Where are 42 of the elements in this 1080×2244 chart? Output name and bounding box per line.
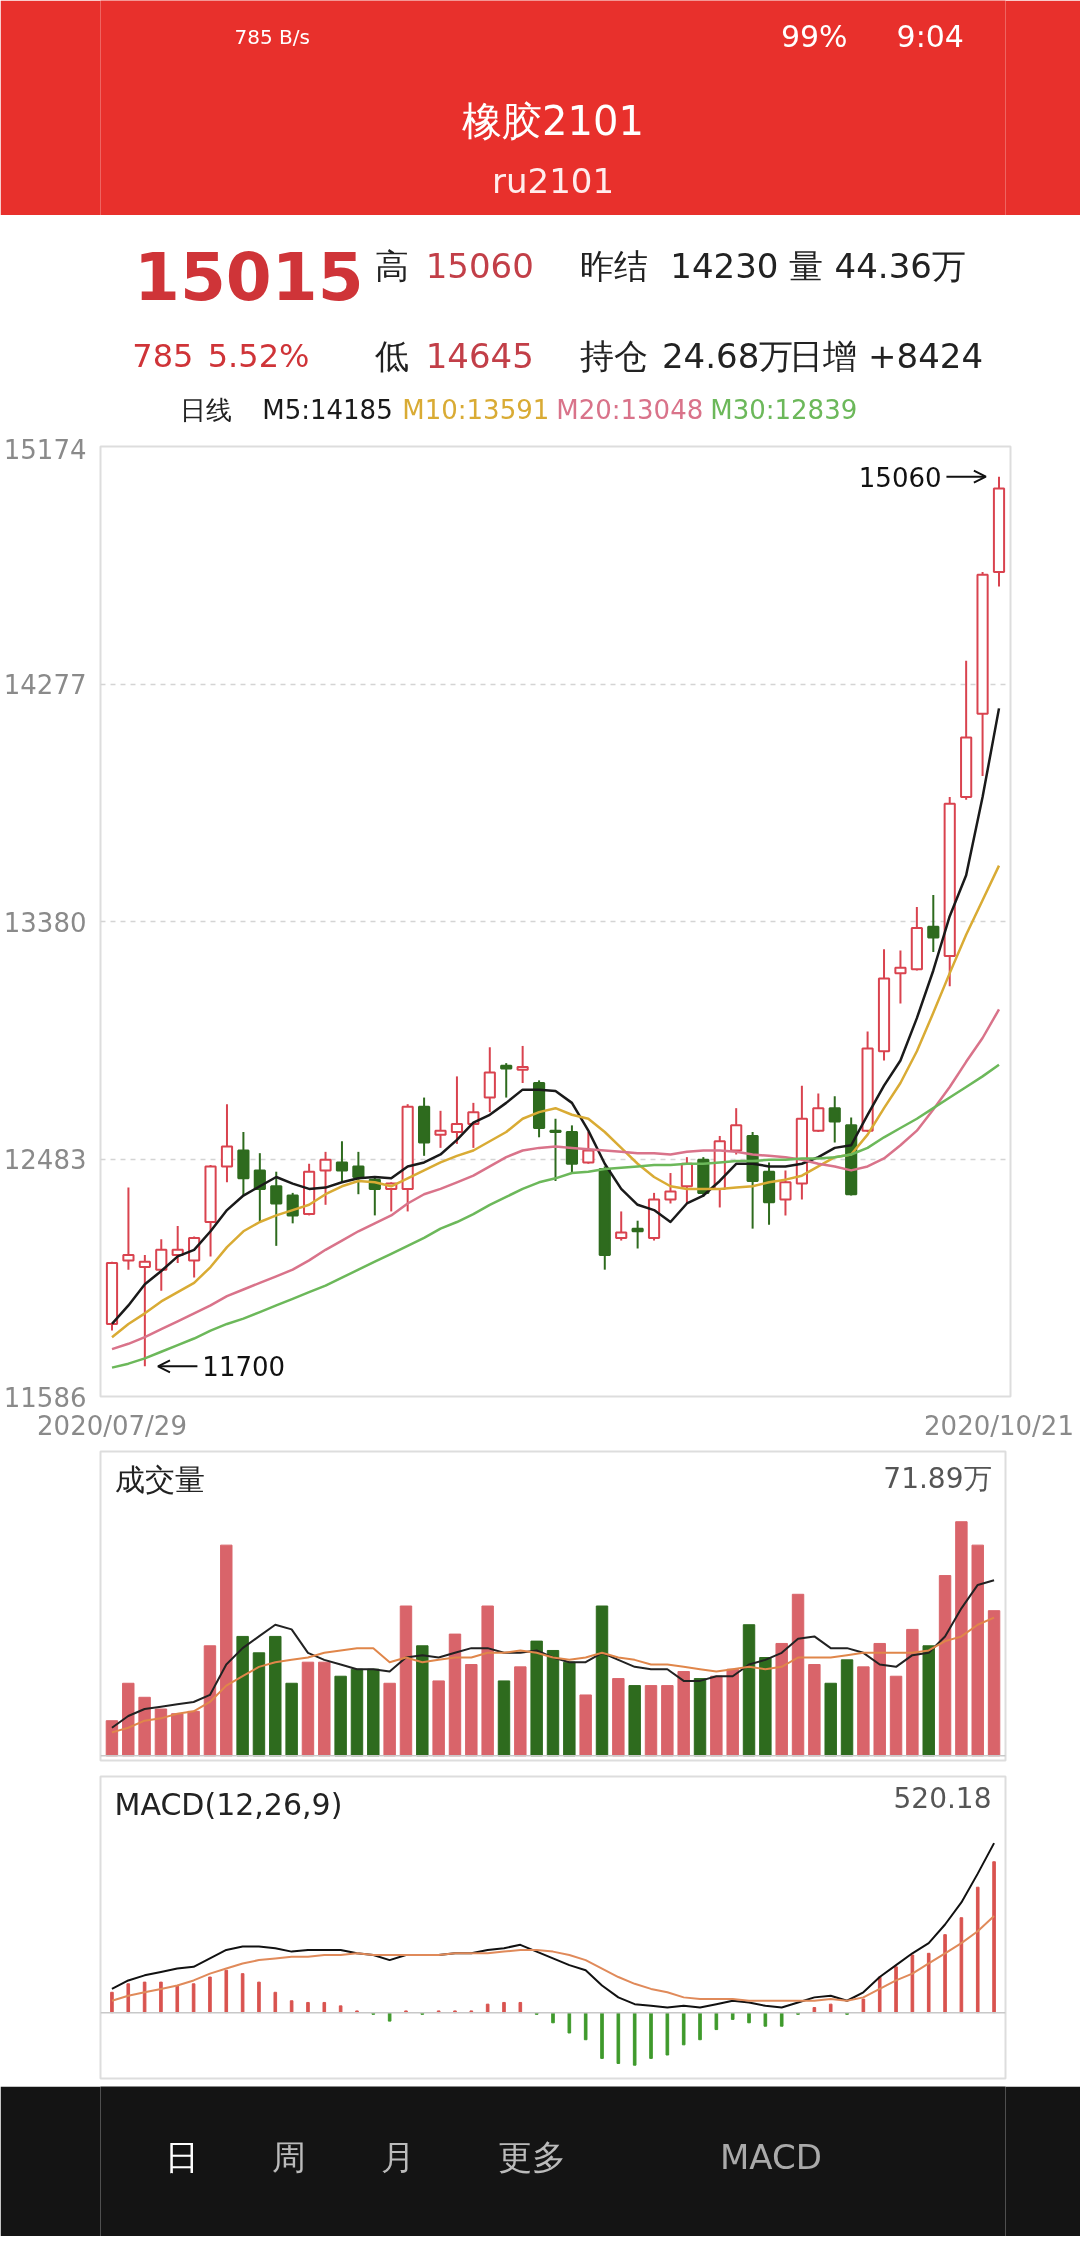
text: 14230 — [670, 246, 779, 286]
text: +8424 — [868, 336, 984, 376]
text: 低 — [375, 335, 410, 376]
annotation: 11700 — [202, 1352, 286, 1383]
text: 785 — [132, 337, 194, 375]
y-tick-label: 12483 — [3, 1145, 87, 1175]
x-tick-label: 2020/10/21 — [924, 1410, 1074, 1441]
text: 785 B/s — [234, 24, 310, 49]
text: 9:04 — [896, 19, 964, 54]
text: 15060 — [425, 246, 534, 286]
text: ru2101 — [491, 160, 615, 201]
text: 520.18 — [893, 1781, 992, 1815]
chart-title: MACD(12,26,9) — [114, 1786, 343, 1822]
text: 月 — [380, 2136, 415, 2177]
y-tick-label: 13380 — [3, 907, 87, 938]
chart-title: 成交量 — [114, 1461, 205, 1497]
text: 量 — [789, 245, 824, 286]
text: 橡胶2101 — [462, 97, 644, 144]
text: M20:13048 — [556, 394, 704, 425]
text: M30:12839 — [710, 394, 858, 425]
text: 周 — [272, 2136, 307, 2177]
text: 高 — [375, 245, 410, 286]
text: 15015 — [134, 239, 364, 316]
legend-title: 日线 — [180, 394, 233, 425]
y-tick-label: 15174 — [3, 434, 87, 465]
text: M5:14185 — [262, 394, 393, 425]
text: 5.52% — [207, 336, 310, 375]
annotation: 15060 — [858, 462, 942, 493]
text: 昨结 — [579, 245, 648, 286]
text: 日 — [164, 2136, 199, 2177]
text: 14645 — [425, 336, 534, 376]
text: MACD — [719, 2136, 822, 2177]
y-tick-label: 11586 — [3, 1382, 87, 1413]
y-tick-label: 14277 — [3, 670, 87, 700]
x-tick-label: 2020/07/29 — [37, 1410, 187, 1441]
text: 更多 — [498, 2136, 567, 2177]
text: M10:13591 — [402, 394, 550, 425]
text: 24.68万 — [661, 335, 794, 376]
text: 71.89万 — [883, 1461, 992, 1495]
text: 99% — [780, 19, 848, 54]
text: 持仓 — [579, 335, 648, 376]
text: 44.36万 — [834, 245, 966, 286]
